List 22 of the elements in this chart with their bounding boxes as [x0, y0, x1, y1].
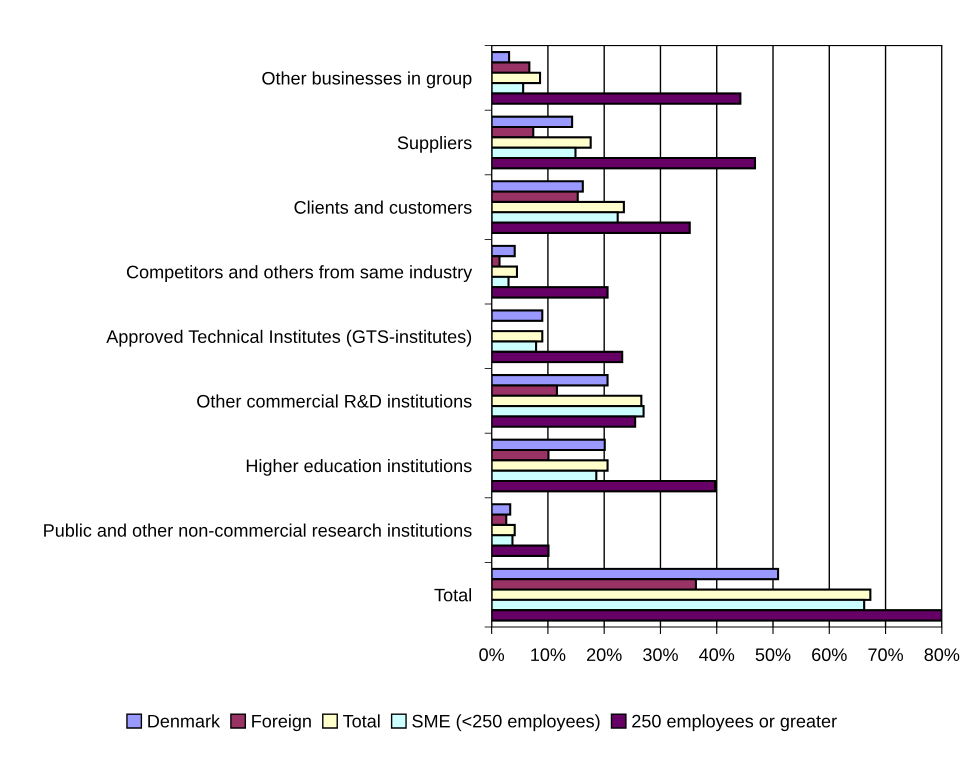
x-tick-label: 80% — [924, 648, 960, 662]
legend-label: Foreign — [252, 714, 311, 732]
y-tick-label: Competitors and others from same industry — [126, 265, 472, 282]
x-tick-label: 10% — [531, 648, 566, 662]
y-tick-label: Other businesses in group — [262, 71, 472, 88]
y-tick-label: Clients and customers — [294, 200, 472, 214]
y-tick-label: Total — [434, 588, 471, 602]
x-tick-label: 70% — [868, 648, 903, 662]
x-tick-label: 60% — [812, 648, 847, 662]
x-tick-label: 50% — [756, 648, 790, 662]
x-tick-label: 30% — [643, 648, 678, 662]
y-tick-label: Higher education institutions — [246, 458, 472, 476]
y-tick-label: Approved Technical Institutes (GTS-institutes) — [106, 330, 472, 347]
legend-label: Denmark — [148, 714, 220, 728]
y-tick-label: Public and other non-commercial research institutions — [44, 524, 472, 537]
legend-label: 250 employees or greater — [632, 714, 837, 732]
legend-label: SME (<250 employees) — [412, 714, 600, 732]
x-tick-label: 20% — [587, 648, 622, 662]
y-tick-label: Other commercial R&D institutions — [197, 394, 472, 408]
x-tick-label: 40% — [699, 648, 734, 662]
y-tick-label: Suppliers — [398, 136, 472, 153]
x-tick-label: 0% — [479, 648, 504, 662]
